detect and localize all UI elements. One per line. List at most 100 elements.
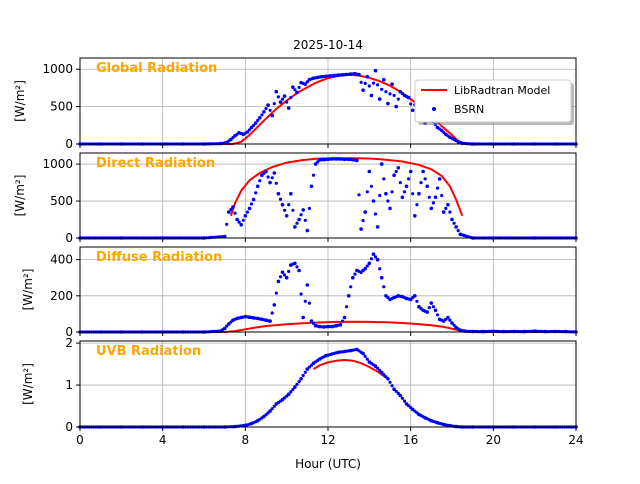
uvb-x-tick-label: 24 [568,433,583,447]
uvb-bsrn-point [291,387,295,392]
global-bsrn-point [295,90,299,95]
diffuse-y-tick-label: 0 [65,325,73,339]
direct-bsrn-point [283,208,287,212]
direct-bsrn-point [392,173,396,177]
diffuse-bsrn-point [427,306,431,310]
uvb-bsrn-point [363,354,367,358]
direct-bsrn-point [390,190,394,194]
uvb-y-tick-label: 2 [65,336,73,350]
direct-bsrn-point [237,220,241,224]
global-bsrn-point [272,102,276,106]
diffuse-bsrn-point [425,310,430,314]
uvb-bsrn-point [398,393,403,398]
uvb-model-line [312,358,387,379]
diffuse-y-tick-label: 200 [50,289,73,303]
diffuse-bsrn-point [446,315,450,320]
direct-bsrn-point [369,184,373,188]
diffuse-bsrn-point [340,319,345,323]
uvb-bsrn-point [394,389,398,393]
direct-bsrn-point [264,169,268,174]
global-bsrn-point [359,80,363,84]
diffuse-panel: 0 200 400 Diffuse Radiation [W/m²] [21,246,578,339]
direct-bsrn-point [313,162,318,166]
direct-bsrn-point [435,186,440,190]
direct-bsrn-point [417,191,421,196]
diffuse-bsrn-point [301,315,306,320]
direct-bsrn-point [293,225,297,229]
direct-bsrn-point [270,176,274,180]
direct-bsrn-point [229,207,233,212]
uvb-bsrn-point [293,385,297,389]
direct-bsrn-point [421,169,425,174]
global-bsrn-point [276,95,280,99]
direct-bsrn-point [450,217,454,222]
direct-bsrn-point [373,212,378,216]
direct-bsrn-point [297,217,301,222]
global-bsrn-point [247,128,252,132]
diffuse-bsrn-point [371,252,376,256]
direct-bsrn-point [311,173,316,177]
legend-box [414,79,572,123]
direct-bsrn-point [444,206,448,210]
direct-bsrn-point [400,195,405,200]
global-bsrn-point [285,100,289,104]
global-bsrn-point [260,113,264,117]
direct-bsrn-point [249,202,254,206]
direct-y-tick-label: 1000 [42,157,73,171]
uvb-x-tick-label: 12 [320,433,335,447]
uvb-bsrn-point [283,396,287,400]
direct-bsrn-point [363,210,368,214]
uvb-y-axis-label: [W/m²] [21,363,35,405]
direct-bsrn-point [446,202,450,207]
diffuse-bsrn-point [345,305,349,309]
global-bsrn-point [373,68,378,73]
uvb-y-tick-label: 1 [65,378,73,392]
diffuse-bsrn-point [379,275,384,280]
diffuse-bsrn-point [280,270,285,275]
global-y-tick-label: 0 [65,137,73,151]
diffuse-bsrn-point [382,285,386,289]
uvb-bsrn-point [379,370,384,375]
direct-bsrn-point [388,206,392,211]
uvb-bsrn-point [303,370,307,374]
global-bsrn-point [406,95,411,100]
uvb-x-tick-label: 16 [403,433,418,447]
diffuse-bsrn-point [283,273,287,277]
diffuse-bsrn-point [338,323,343,327]
global-bsrn-point [291,85,295,89]
diffuse-panel-title: Diffuse Radiation [96,250,222,265]
global-bsrn-point [264,106,268,111]
direct-bsrn-point [359,227,363,231]
direct-bsrn-point [448,210,452,214]
global-bsrn-point [278,100,283,104]
direct-bsrn-point [427,195,431,199]
uvb-bsrn-point [365,357,369,361]
global-bsrn-point [252,123,256,127]
direct-bsrn-point [355,158,359,163]
direct-panel-title: Direct Radiation [96,156,215,171]
diffuse-bsrn-point [415,299,419,303]
diffuse-bsrn-point [299,292,303,296]
global-bsrn-point [369,93,374,98]
global-bsrn-point [305,80,309,84]
direct-bsrn-point [437,177,442,181]
direct-bsrn-point [284,214,289,218]
direct-bsrn-point [386,199,390,203]
direct-bsrn-point [407,177,411,181]
direct-bsrn-point [440,193,444,198]
global-bsrn-point [274,89,279,94]
diffuse-bsrn-point [268,319,272,323]
diffuse-bsrn-point [225,324,229,328]
global-bsrn-point [282,94,287,98]
uvb-bsrn-point [289,390,293,394]
direct-bsrn-point [231,205,235,209]
global-bsrn-point [253,121,258,125]
direct-bsrn-point [276,191,281,196]
uvb-bsrn-point [307,365,311,369]
direct-bsrn-point [289,191,293,196]
diffuse-bsrn-point [287,269,291,273]
uvb-bsrn-point [361,351,365,356]
diffuse-bsrn-point [448,318,452,322]
diffuse-bsrn-point [363,266,368,271]
diffuse-bsrn-point [375,257,380,262]
